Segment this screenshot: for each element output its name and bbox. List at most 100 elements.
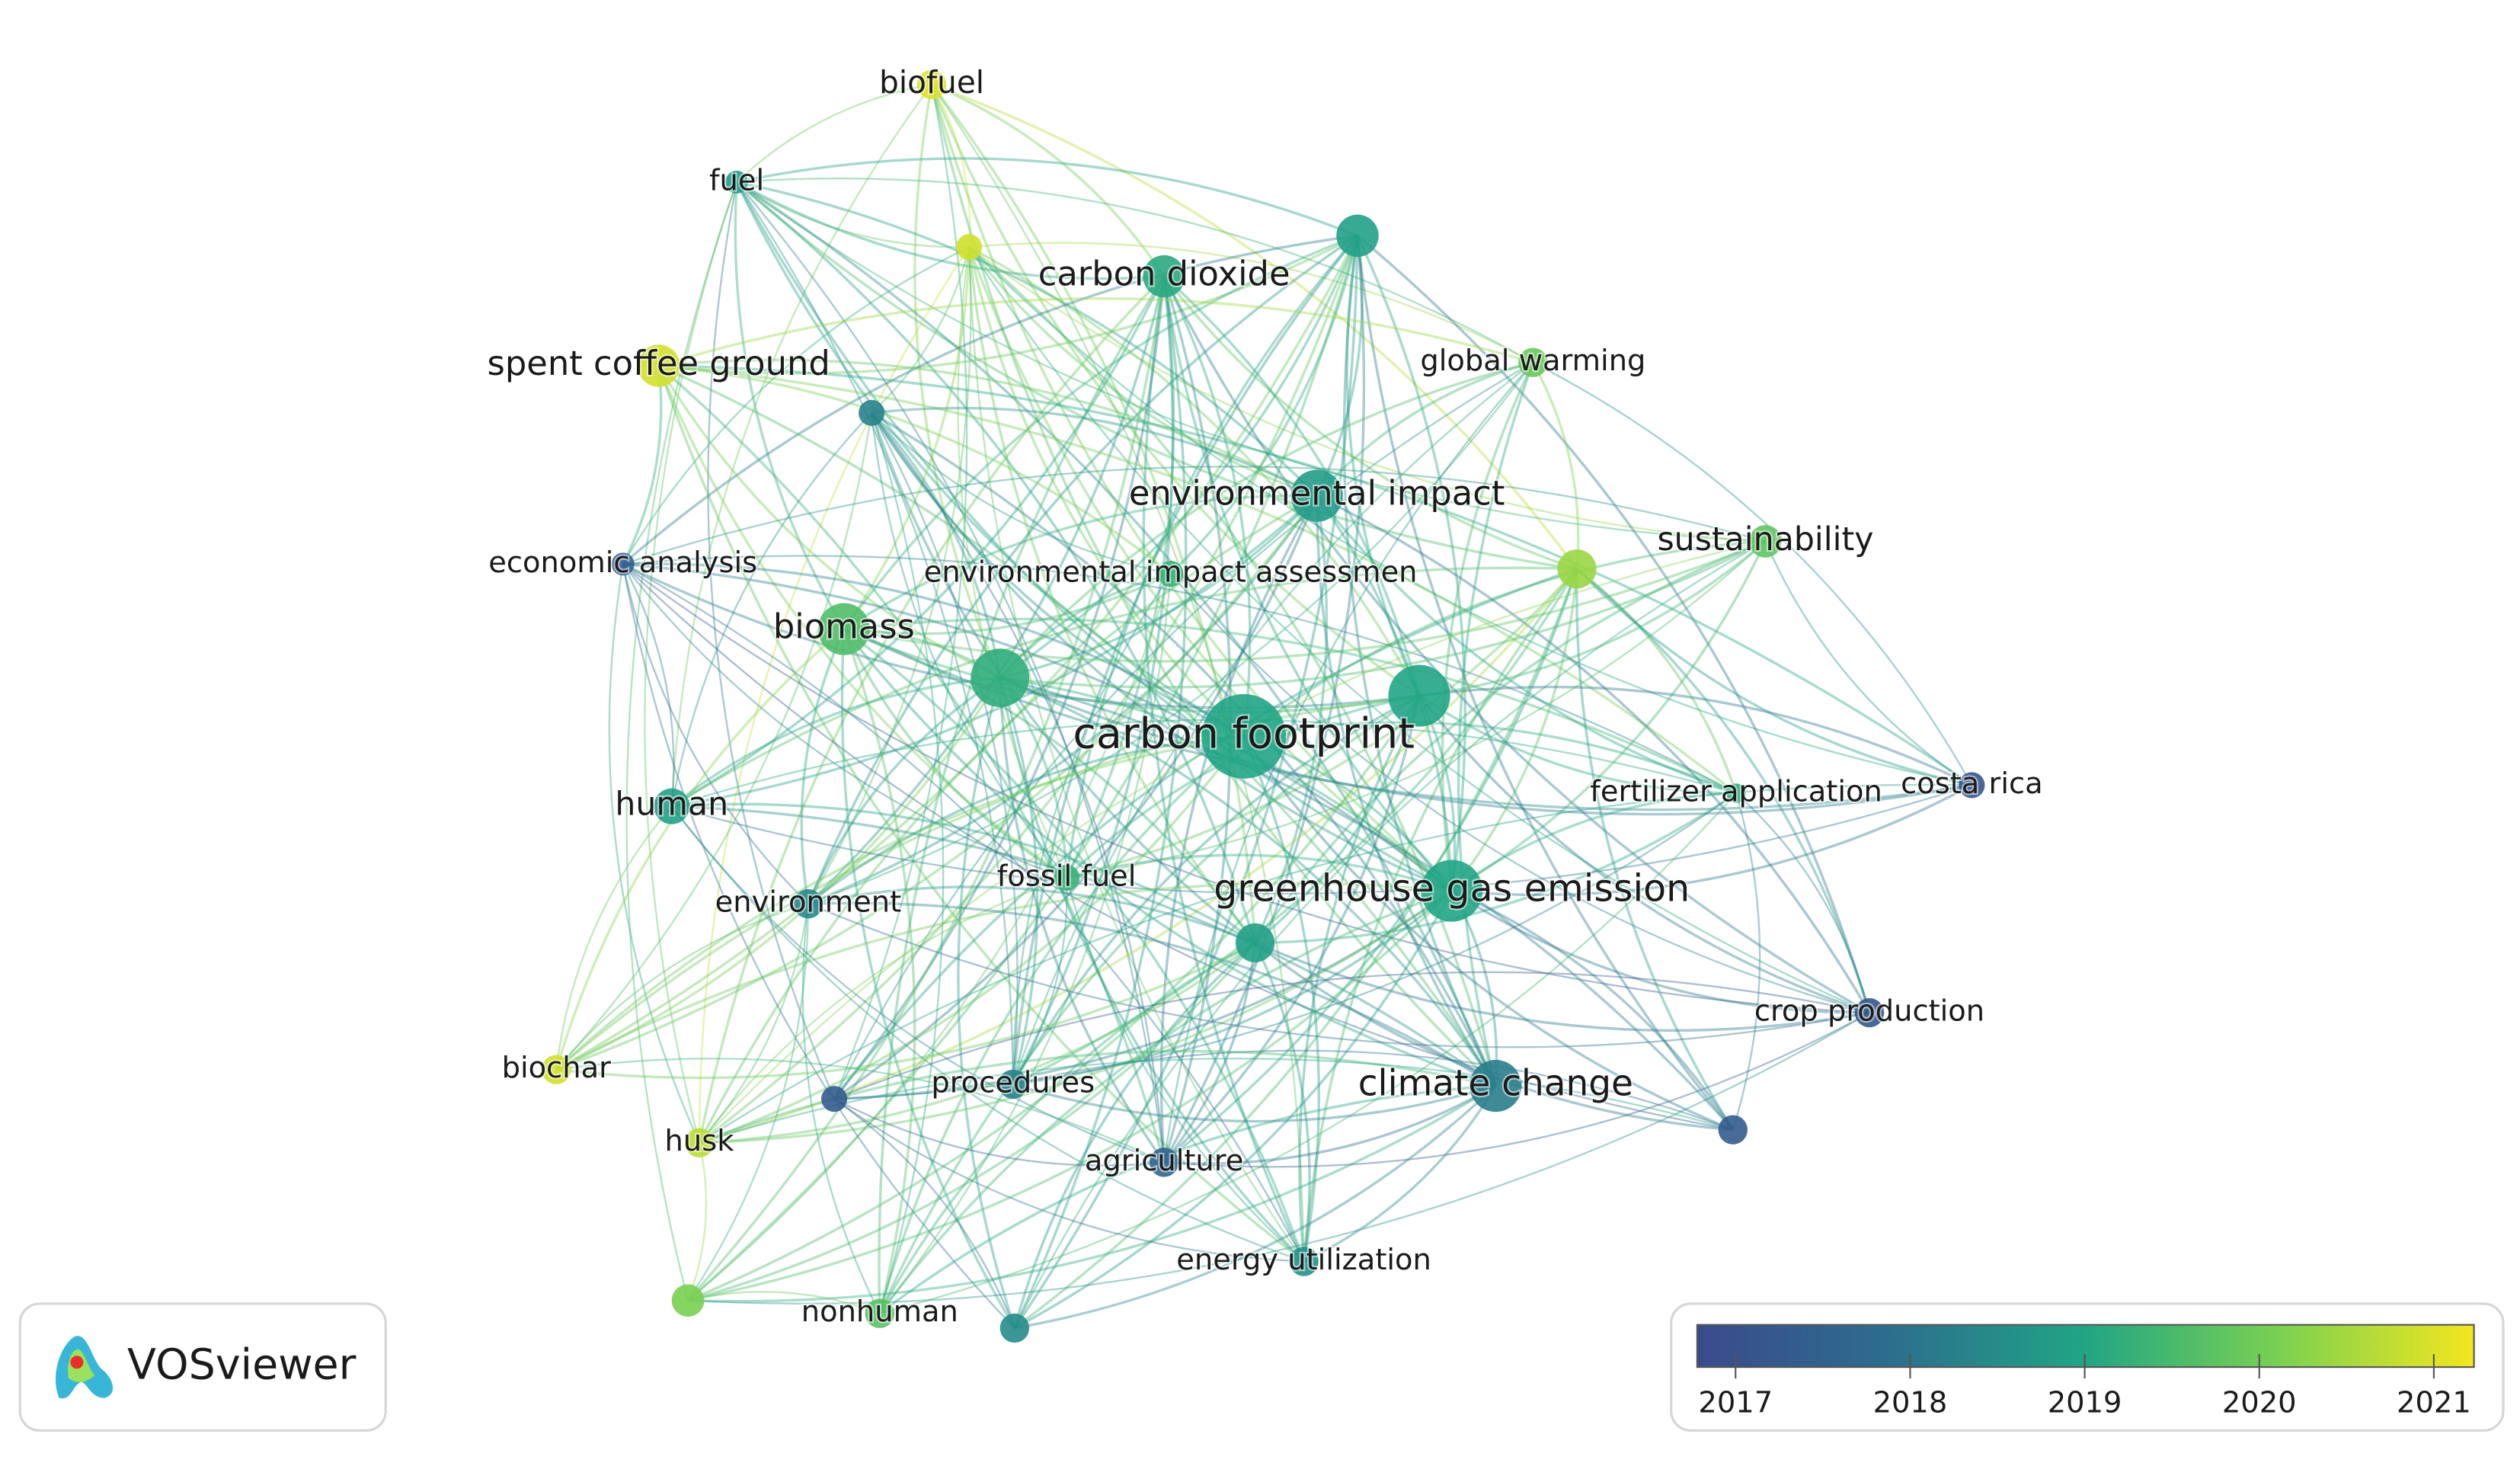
edge bbox=[1450, 568, 1578, 892]
colorbar-tick-label: 2019 bbox=[2048, 1386, 2122, 1420]
edge bbox=[736, 181, 1766, 543]
edge bbox=[1450, 540, 1767, 892]
edge bbox=[968, 246, 1972, 786]
node bbox=[1054, 864, 1080, 892]
edge bbox=[670, 805, 1304, 1263]
edge bbox=[833, 361, 1533, 1100]
edge bbox=[736, 181, 1014, 1084]
node bbox=[916, 69, 947, 100]
edge bbox=[968, 246, 1870, 1014]
edge bbox=[699, 735, 1246, 1144]
node-label: environmental impact bbox=[1129, 473, 1505, 514]
edge bbox=[687, 942, 1256, 1302]
logo-frame bbox=[18, 1302, 387, 1432]
nodes bbox=[542, 69, 1985, 1343]
edge bbox=[931, 83, 1578, 570]
node bbox=[671, 1284, 705, 1317]
edge bbox=[967, 246, 1453, 892]
edge bbox=[871, 406, 1318, 498]
edge bbox=[1764, 540, 1973, 786]
node bbox=[684, 1128, 715, 1157]
node bbox=[817, 603, 870, 655]
edge bbox=[670, 412, 872, 807]
edge bbox=[686, 235, 1359, 1301]
edge bbox=[1066, 540, 1767, 879]
edge bbox=[1169, 235, 1359, 575]
edge bbox=[608, 564, 701, 1144]
edge bbox=[807, 735, 1244, 905]
edge bbox=[998, 677, 1166, 1164]
edge bbox=[658, 297, 1533, 367]
node-label: energy utilization bbox=[1176, 1243, 1431, 1277]
edge bbox=[671, 719, 1737, 808]
edge bbox=[1451, 889, 1735, 1131]
edge bbox=[1012, 235, 1359, 1085]
edge bbox=[1418, 685, 1973, 786]
edge bbox=[687, 904, 810, 1301]
edge bbox=[1013, 540, 1767, 1329]
edge bbox=[686, 1142, 708, 1301]
node bbox=[1557, 549, 1597, 589]
logo-box[interactable]: VOSviewer bbox=[18, 1302, 387, 1432]
edge bbox=[1356, 235, 1735, 1131]
edge bbox=[1735, 792, 1871, 1013]
edge bbox=[999, 676, 1735, 1131]
edge bbox=[957, 247, 1068, 879]
node-label: climate change bbox=[1358, 1063, 1633, 1105]
edge bbox=[878, 889, 1453, 1314]
edge bbox=[622, 563, 1870, 1014]
edge bbox=[736, 157, 1358, 237]
node bbox=[865, 1298, 894, 1328]
colorbar-tick-label: 2017 bbox=[1698, 1386, 1773, 1420]
edge bbox=[930, 83, 1257, 943]
edge bbox=[1356, 235, 1466, 892]
edge bbox=[736, 83, 932, 183]
node bbox=[998, 1069, 1028, 1100]
edge bbox=[1254, 495, 1329, 944]
edge bbox=[834, 889, 1453, 1100]
edge bbox=[843, 628, 1068, 879]
edge bbox=[1162, 361, 1534, 1163]
edge bbox=[969, 242, 1533, 363]
edge bbox=[843, 539, 1767, 663]
edge bbox=[871, 412, 1019, 1085]
node-label: fertilizer application bbox=[1590, 775, 1882, 809]
edge bbox=[1162, 235, 1366, 1164]
logo-text: VOSviewer bbox=[127, 1340, 357, 1389]
edge bbox=[1066, 568, 1578, 879]
edge bbox=[622, 564, 809, 904]
edge bbox=[931, 84, 971, 248]
node bbox=[1201, 693, 1287, 779]
edge bbox=[967, 247, 1256, 944]
edge bbox=[622, 563, 1734, 1131]
node-label: environment bbox=[715, 885, 902, 920]
edge bbox=[807, 234, 1358, 904]
edge bbox=[968, 245, 1421, 696]
edge bbox=[1531, 361, 1580, 569]
edge bbox=[555, 495, 1319, 1071]
edge bbox=[1012, 573, 1172, 1084]
edge bbox=[1014, 1084, 1497, 1330]
edge bbox=[555, 412, 873, 1071]
edge bbox=[1012, 877, 1068, 1085]
edge bbox=[1254, 942, 1311, 1262]
edge bbox=[1457, 362, 1535, 1087]
edge bbox=[688, 1084, 1497, 1303]
edge bbox=[1575, 568, 1871, 1013]
node bbox=[542, 1055, 571, 1084]
edge bbox=[833, 971, 1870, 1100]
edge bbox=[1162, 695, 1421, 1164]
edge bbox=[555, 628, 845, 1071]
edge bbox=[1159, 495, 1319, 1163]
edge bbox=[878, 735, 1245, 1314]
edge bbox=[870, 411, 1002, 678]
node bbox=[956, 234, 983, 261]
edge bbox=[843, 629, 916, 1314]
node-label: carbon dioxide bbox=[1038, 254, 1290, 294]
edge bbox=[1254, 941, 1870, 1032]
edge bbox=[671, 802, 1256, 944]
node-label: environmental impact assessmen bbox=[924, 555, 1418, 590]
edge bbox=[840, 629, 1016, 1329]
edge bbox=[1418, 540, 1767, 697]
edge bbox=[834, 792, 1737, 1100]
